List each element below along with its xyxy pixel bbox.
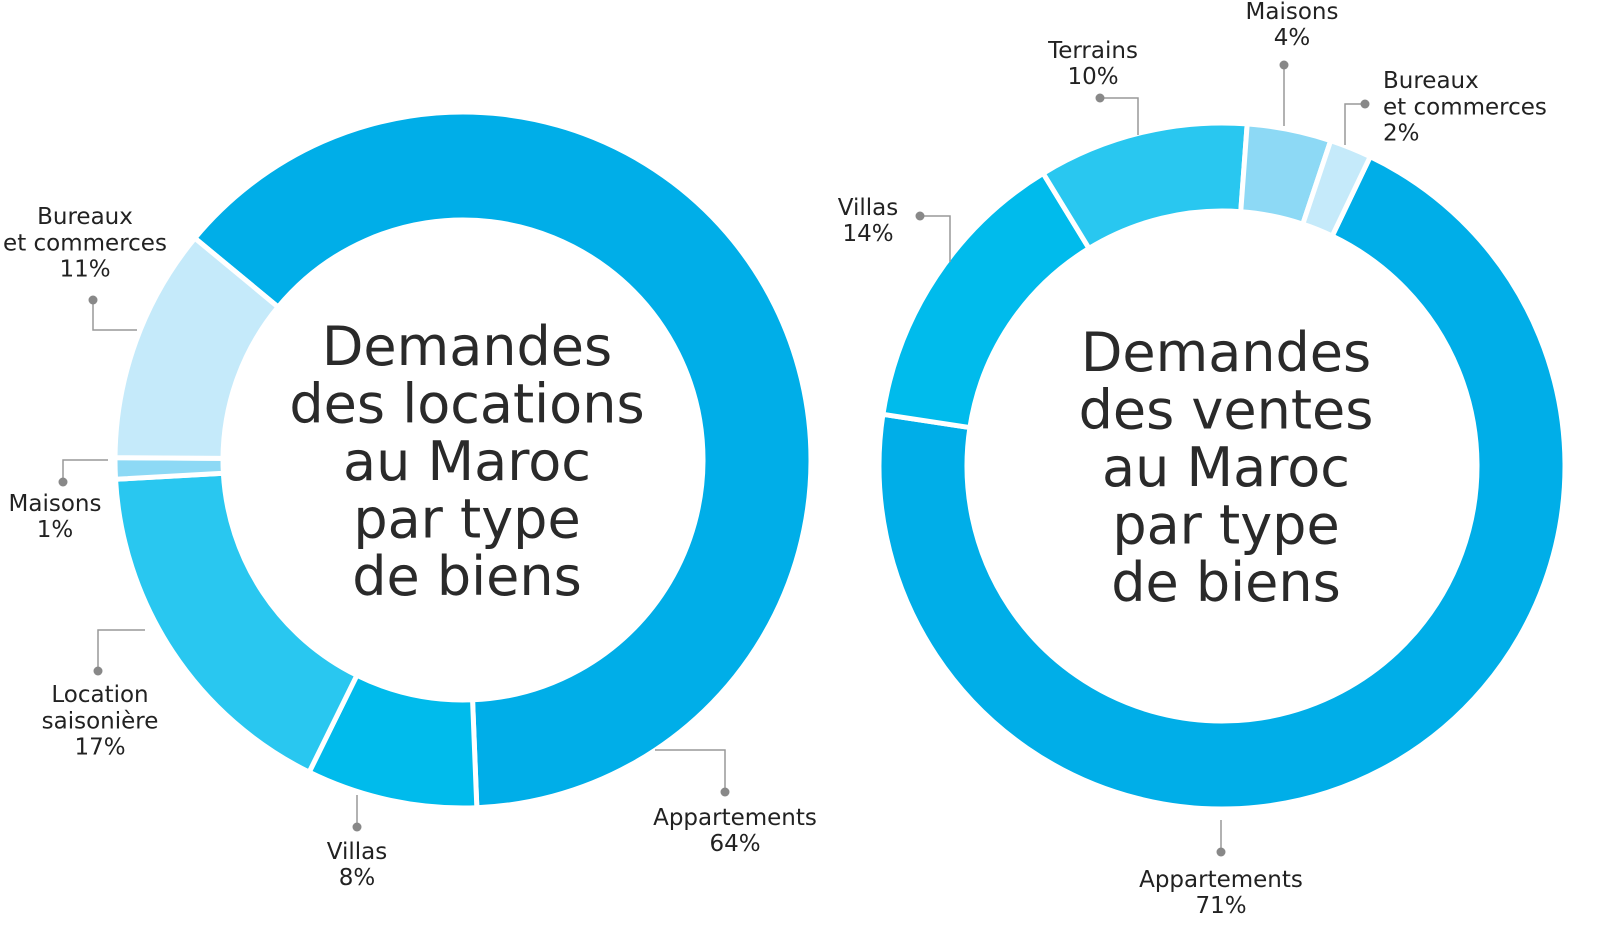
donut-slice xyxy=(876,153,1568,812)
value-label: 8% xyxy=(339,865,376,891)
leader-line xyxy=(97,629,145,671)
value-label: 4% xyxy=(1274,25,1311,51)
category-label: Location saisonière xyxy=(42,682,159,735)
value-label: 14% xyxy=(842,221,893,247)
value-label: 71% xyxy=(1195,893,1246,919)
leader-dot xyxy=(88,295,98,305)
value-label: 64% xyxy=(709,831,760,857)
donut-slice xyxy=(1299,137,1374,240)
leader-dot xyxy=(1095,93,1105,103)
donut-slice xyxy=(191,109,814,811)
category-label: Appartements xyxy=(653,805,817,831)
leader-line xyxy=(655,749,726,792)
value-label: 17% xyxy=(74,735,125,761)
leader-dot xyxy=(93,666,103,676)
category-label: Villas xyxy=(838,195,898,221)
center-title: Demandes des locations au Maroc par type de … xyxy=(289,315,644,608)
category-label: Bureaux et commerces xyxy=(1383,68,1547,121)
leader-dot xyxy=(720,787,730,797)
category-label: Villas xyxy=(327,839,387,865)
value-label: 10% xyxy=(1067,64,1118,90)
leader-dot xyxy=(352,822,362,832)
category-label: Maisons xyxy=(9,491,102,517)
leader-line xyxy=(1100,97,1139,135)
leader-line xyxy=(1344,103,1365,145)
value-label: 1% xyxy=(37,517,74,543)
leader-line xyxy=(62,459,108,482)
center-title: Demandes des ventes au Maroc par type de bie… xyxy=(1079,321,1374,614)
category-label: Bureaux et commerces xyxy=(3,204,167,257)
donut-slice xyxy=(112,455,227,482)
leader-line xyxy=(920,215,951,262)
leader-dot xyxy=(915,211,925,221)
category-label: Appartements xyxy=(1139,867,1303,893)
leader-dot xyxy=(58,477,68,487)
category-label: Maisons xyxy=(1246,0,1339,25)
leader-dot xyxy=(1216,847,1226,857)
category-label: Terrains xyxy=(1047,38,1138,64)
leader-line xyxy=(92,300,137,331)
value-label: 2% xyxy=(1383,121,1420,147)
donut-slice xyxy=(880,169,1093,431)
leader-dot xyxy=(1279,60,1289,70)
leader-dot xyxy=(1360,99,1370,109)
donut-slice xyxy=(112,234,282,461)
value-label: 11% xyxy=(59,257,110,283)
